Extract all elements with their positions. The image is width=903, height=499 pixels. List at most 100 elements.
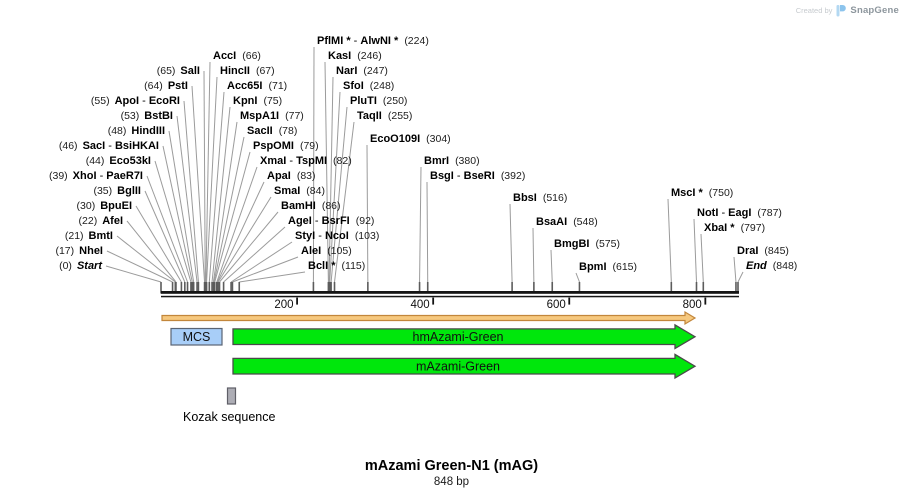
site-leader-line xyxy=(106,250,173,283)
enzyme-label: ApaI (83) xyxy=(267,170,316,182)
site-leader-line xyxy=(213,136,245,283)
orf-arrow xyxy=(161,310,697,326)
site-leader-line xyxy=(162,145,193,283)
enzyme-label: End (848) xyxy=(746,260,798,272)
enzyme-label: (46) SacI - BsiHKAI xyxy=(58,140,159,152)
site-leader-line xyxy=(183,100,199,283)
ruler-bottom-strand xyxy=(161,295,739,298)
enzyme-label: (39) XhoI - PaeR7I xyxy=(48,170,143,182)
site-leader-line xyxy=(217,196,272,283)
brand-text: SnapGene xyxy=(850,5,899,16)
enzyme-label: PspOMI (79) xyxy=(253,140,319,152)
enzyme-label: KpnI (75) xyxy=(233,95,283,107)
enzyme-label: (21) BmtI xyxy=(64,230,113,242)
enzyme-label: NotI - EagI (787) xyxy=(697,207,782,219)
site-leader-line xyxy=(105,265,162,283)
enzyme-label: NarI (247) xyxy=(336,65,388,77)
enzyme-label: XmaI - TspMI (82) xyxy=(260,155,352,167)
site-leader-line xyxy=(217,181,265,283)
enzyme-label: Acc65I (71) xyxy=(227,80,288,92)
enzyme-label: (30) BpuEI xyxy=(76,200,132,212)
enzyme-label: (17) NheI xyxy=(55,245,103,257)
site-leader-line xyxy=(230,241,293,283)
site-leader-line xyxy=(146,175,189,283)
ruler-top-strand xyxy=(161,291,739,294)
site-leader-line xyxy=(216,166,258,283)
enzyme-label: AleI (105) xyxy=(301,245,352,257)
site-leader-line xyxy=(212,121,238,283)
enzyme-label: BmrI (380) xyxy=(424,155,480,167)
site-leader-line xyxy=(575,272,580,283)
site-leader-line xyxy=(550,249,553,283)
enzyme-label: BsgI - BseRI (392) xyxy=(430,170,526,182)
site-leader-line xyxy=(693,218,697,283)
site-leader-line xyxy=(126,220,177,283)
enzyme-label: (44) Eco53kI xyxy=(85,155,151,167)
hmazami-green-arrow xyxy=(232,323,697,350)
enzyme-label: AccI (66) xyxy=(213,50,261,62)
site-leader-line xyxy=(219,211,279,283)
mcs-box xyxy=(170,327,223,346)
ruler-tick-mark xyxy=(568,297,571,305)
map-length: 848 bp xyxy=(433,476,470,488)
enzyme-label: SacII (78) xyxy=(247,125,298,137)
ruler-tick-label: 800 xyxy=(683,299,702,311)
enzyme-label: (35) BglII xyxy=(93,185,141,197)
enzyme-label: (55) ApoI - EcoRI xyxy=(90,95,180,107)
site-leader-line xyxy=(168,130,195,283)
ruler-tick-label: 600 xyxy=(547,299,566,311)
site-leader-line xyxy=(334,121,355,283)
site-leader-line xyxy=(330,106,348,283)
enzyme-label: SfoI (248) xyxy=(343,80,395,92)
site-leader-line xyxy=(737,271,744,283)
ruler-tick-label: 200 xyxy=(274,299,293,311)
enzyme-label: BamHI (86) xyxy=(281,200,341,212)
enzyme-label: BclI * (115) xyxy=(308,260,366,272)
site-leader-line xyxy=(176,115,198,283)
enzyme-label: MspA1I (77) xyxy=(240,110,304,122)
site-leader-line xyxy=(733,256,737,283)
enzyme-label: TaqII (255) xyxy=(357,110,413,122)
site-leader-line xyxy=(144,190,186,283)
mcs-label: MCS xyxy=(183,330,211,344)
enzyme-label: SmaI (84) xyxy=(274,185,325,197)
site-leader-line xyxy=(191,85,206,283)
site-leader-line xyxy=(419,166,422,283)
site-leader-line xyxy=(211,106,231,283)
enzyme-label: XbaI * (797) xyxy=(704,222,766,234)
enzyme-label: StyI - NcoI (103) xyxy=(295,230,380,242)
enzyme-label: EcoO109I (304) xyxy=(370,133,451,145)
site-leader-line xyxy=(366,144,369,283)
snapgene-credit: Created by SnapGene xyxy=(796,4,899,17)
site-leader-line xyxy=(154,160,192,283)
enzyme-label: (53) BstBI xyxy=(120,110,173,122)
mazami-green-label: mAzami-Green xyxy=(416,360,500,374)
credit-text: Created by xyxy=(795,6,833,15)
enzyme-label: BsaAI (548) xyxy=(536,216,598,228)
ruler-tick-mark xyxy=(704,297,707,305)
enzyme-label: (65) SalI xyxy=(156,65,200,77)
site-leader-line xyxy=(208,91,225,283)
site-leader-line xyxy=(214,151,251,283)
map-title: mAzami Green-N1 (mAG) xyxy=(364,458,539,474)
enzyme-label: BbsI (516) xyxy=(513,192,568,204)
site-leader-line xyxy=(667,198,672,283)
enzyme-label: PflMI * - AlwNI * (224) xyxy=(317,35,429,47)
enzyme-label: (48) HindIII xyxy=(107,125,165,137)
ruler-tick-mark xyxy=(296,297,298,305)
hmazami-green-label: hmAzami-Green xyxy=(413,330,504,344)
site-leader-line xyxy=(239,271,306,283)
site-leader-line xyxy=(328,76,334,283)
enzyme-label: (0) Start xyxy=(59,260,102,272)
site-leader-line xyxy=(232,256,299,283)
enzyme-label: PluTI (250) xyxy=(350,95,408,107)
enzyme-label: (22) AfeI xyxy=(78,215,123,227)
enzyme-label: AgeI - BsrFI (92) xyxy=(288,215,375,227)
site-leader-line xyxy=(203,70,206,283)
enzyme-label: DraI (845) xyxy=(737,245,789,257)
snapgene-logo-icon xyxy=(836,5,847,17)
site-leader-line xyxy=(509,203,513,283)
site-leader-line xyxy=(205,61,211,283)
